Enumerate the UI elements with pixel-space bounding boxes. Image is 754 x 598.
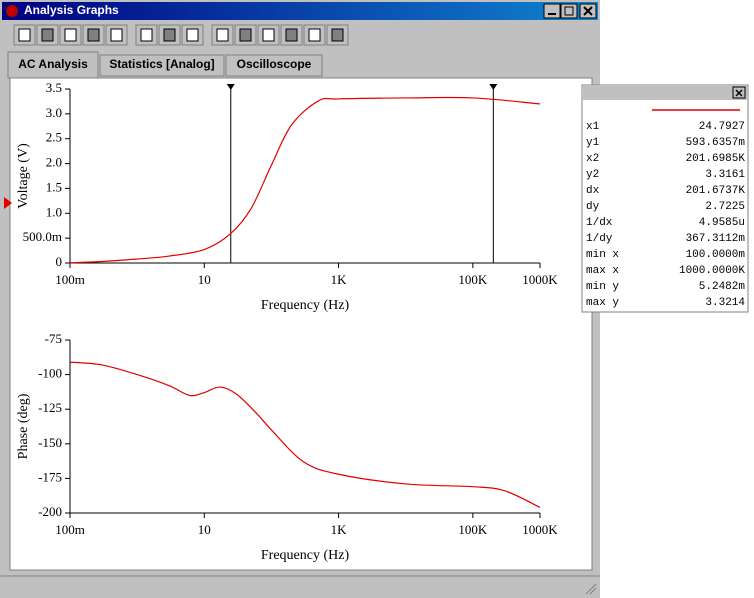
y-tick-label: 0 <box>56 254 63 269</box>
resize-grip <box>585 583 597 595</box>
y-tick-label: 3.5 <box>46 80 62 95</box>
tab-label: Statistics [Analog] <box>109 57 214 71</box>
x-tick-label: 1K <box>331 522 348 537</box>
readout-label: min y <box>586 281 619 293</box>
readout-label: 1/dx <box>586 217 613 229</box>
readout-value: 3.3161 <box>705 169 745 181</box>
cursor-handle[interactable] <box>489 84 498 90</box>
readout-value: 100.0000m <box>686 249 746 261</box>
y-tick-label: 2.0 <box>46 155 62 170</box>
toolbar-icon <box>285 28 298 42</box>
x-tick-label: 1000K <box>522 272 558 287</box>
toolbar <box>13 24 349 46</box>
cursor-handle[interactable] <box>226 84 235 90</box>
cursor-readout: x1 24.7927 y1 593.6357m x2 201.6985K y2 3.3161 d… <box>586 121 745 309</box>
tab[interactable] <box>99 54 225 77</box>
tab-strip: AC Analysis Statistics [Analog] Oscillosco… <box>7 51 323 79</box>
app-icon <box>6 5 18 17</box>
readout-label: y2 <box>586 169 599 181</box>
toolbar-icon <box>140 28 153 42</box>
y-tick-label: -150 <box>38 435 62 450</box>
toolbar-icon <box>163 28 176 42</box>
x-tick-label: 100m <box>55 522 85 537</box>
tab-label: AC Analysis <box>18 57 88 71</box>
y-tick-label: -175 <box>38 469 62 484</box>
x-tick-label: 100m <box>55 272 85 287</box>
toolbar-icon <box>239 28 252 42</box>
y-tick-label: 1.5 <box>46 179 62 194</box>
readout-value: 24.7927 <box>699 121 745 133</box>
toolbar-icon <box>216 28 229 42</box>
readout-label: max x <box>586 265 619 277</box>
trace <box>69 96 541 264</box>
readout-label: dy <box>586 201 600 213</box>
plot-area <box>9 77 593 571</box>
y-tick-label: 1.0 <box>46 204 62 219</box>
tab-label: Oscilloscope <box>237 57 312 71</box>
y-tick-label: -100 <box>38 366 62 381</box>
toolbar-icon <box>186 28 199 42</box>
readout-value: 593.6357m <box>686 137 746 149</box>
x-tick-label: 100K <box>458 272 488 287</box>
readout-label: min x <box>586 249 619 261</box>
trace-marker <box>4 197 12 209</box>
x-tick-label: 1K <box>331 272 348 287</box>
trace <box>69 361 541 509</box>
y-tick-label: 2.5 <box>46 130 62 145</box>
readout-value: 201.6985K <box>686 153 746 165</box>
readout-label: x2 <box>586 153 599 165</box>
y-tick-label: -125 <box>38 400 62 415</box>
x-axis-label: Frequency (Hz) <box>261 298 350 313</box>
toolbar-icon <box>308 28 321 42</box>
plots: 0 500.0m 1.0 1.5 2.0 2.5 3.0 3.5 100m 10 1K 100K 100… <box>16 80 558 563</box>
x-axis-label: Frequency (Hz) <box>261 548 350 563</box>
cursor-panel-title <box>583 86 747 100</box>
title-bar <box>2 2 598 20</box>
y-axis-label: Phase (deg) <box>16 393 31 459</box>
readout-label: y1 <box>586 137 600 149</box>
toolbar-icon <box>331 28 344 42</box>
y-axis-label: Voltage (V) <box>16 143 31 209</box>
toolbar-icon <box>64 28 77 42</box>
window-buttons <box>543 3 597 19</box>
minimize-button[interactable] <box>543 3 561 19</box>
y-tick-label: -75 <box>45 331 62 346</box>
x-tick-label: 1000K <box>522 522 558 537</box>
readout-value: 3.3214 <box>705 297 745 309</box>
tab[interactable] <box>225 54 323 77</box>
toolbar-icon <box>18 28 31 42</box>
readout-value: 1000.0000K <box>679 265 745 277</box>
readout-value: 201.6737K <box>686 185 746 197</box>
readout-value: 5.2482m <box>699 281 746 293</box>
readout-label: 1/dy <box>586 233 613 245</box>
x-tick-label: 10 <box>198 522 211 537</box>
x-tick-label: 100K <box>458 522 488 537</box>
readout-value: 2.7225 <box>705 201 745 213</box>
tab[interactable] <box>7 51 99 79</box>
x-tick-label: 10 <box>198 272 211 287</box>
readout-label: x1 <box>586 121 600 133</box>
y-tick-label: 3.0 <box>46 105 62 120</box>
toolbar-icon <box>262 28 275 42</box>
readout-value: 4.9585u <box>699 217 745 229</box>
readout-label: max y <box>586 297 619 309</box>
toolbar-icon <box>41 28 54 42</box>
window-title: Analysis Graphs <box>24 3 119 17</box>
toolbar-icon <box>87 28 100 42</box>
readout-label: dx <box>586 185 600 197</box>
toolbar-icon <box>110 28 123 42</box>
y-tick-label: 500.0m <box>23 229 62 244</box>
maximize-button[interactable] <box>560 3 578 19</box>
cursor-panel <box>581 84 749 313</box>
readout-value: 367.3112m <box>686 233 746 245</box>
y-tick-label: -200 <box>38 504 62 519</box>
